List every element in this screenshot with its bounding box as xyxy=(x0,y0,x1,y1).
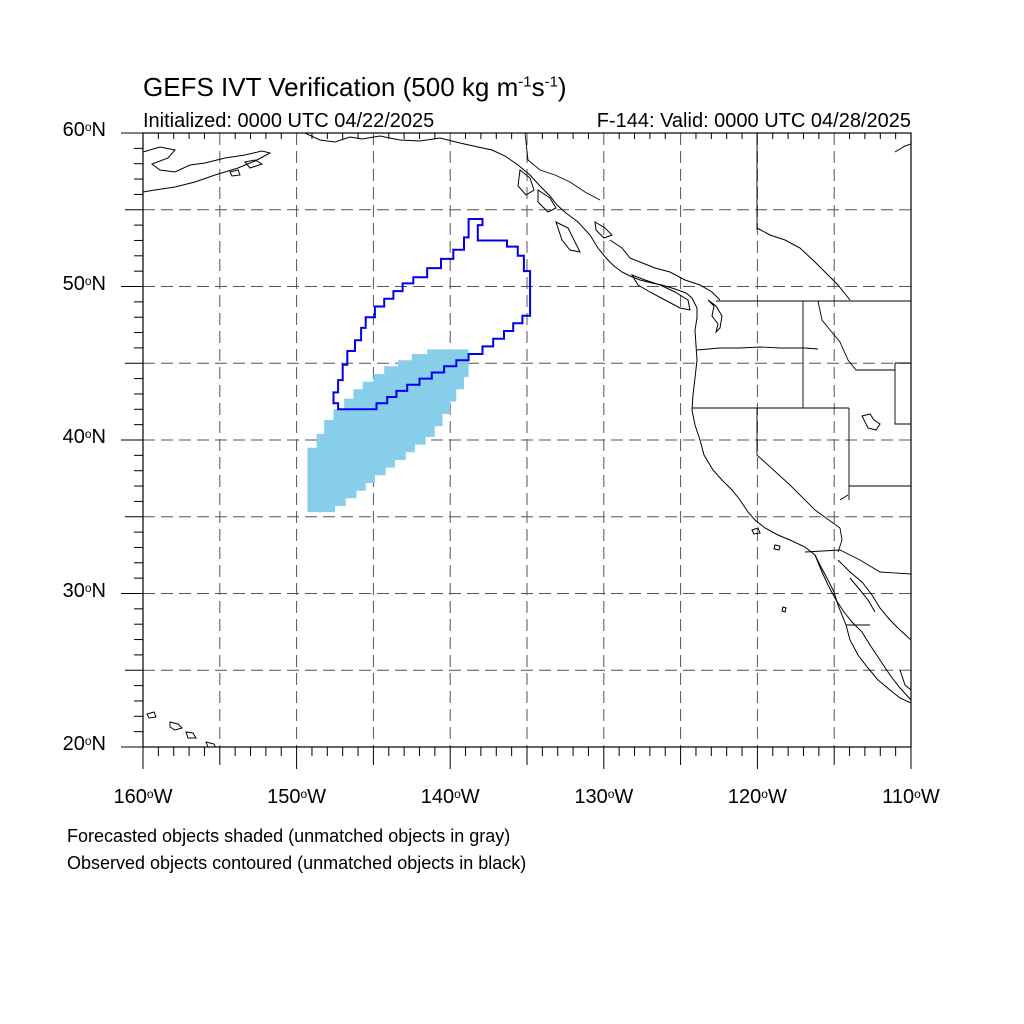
latitude-label: 60oN xyxy=(62,119,106,141)
observed-legend-note: Observed objects contoured (unmatched ob… xyxy=(67,853,527,873)
valid-time-label: F-144: Valid: 0000 UTC 04/28/2025 xyxy=(596,110,911,132)
degree-symbol: o xyxy=(914,787,921,801)
longitude-label: 140oW xyxy=(420,786,480,808)
degree-symbol: o xyxy=(300,787,308,801)
init-time-label: Initialized: 0000 UTC 04/22/2025 xyxy=(143,110,435,132)
axis-ticks xyxy=(121,132,912,769)
longitude-label: 120oW xyxy=(727,786,787,808)
degree-symbol: o xyxy=(761,787,768,801)
longitude-label: 160oW xyxy=(113,786,173,808)
degree-symbol: o xyxy=(84,120,92,134)
degree-symbol: o xyxy=(84,734,92,748)
latitude-label: 20oN xyxy=(62,733,106,755)
degree-symbol: o xyxy=(84,427,92,441)
latitude-label: 30oN xyxy=(62,579,106,602)
degree-symbol: o xyxy=(454,787,461,801)
longitude-label: 130oW xyxy=(574,786,634,808)
forecast-legend-note: Forecasted objects shaded (unmatched obj… xyxy=(67,826,511,846)
coastlines xyxy=(143,133,911,747)
political-borders xyxy=(524,133,911,626)
lat-lon-grid xyxy=(143,133,911,747)
latitude-label: 40oN xyxy=(62,426,106,448)
degree-symbol: o xyxy=(84,273,92,288)
latitude-label: 50oN xyxy=(62,272,106,295)
degree-symbol: o xyxy=(84,580,92,595)
degree-symbol: o xyxy=(607,787,615,801)
observed-object-contour xyxy=(332,218,532,411)
map-title: GEFS IVT Verification (500 kg m-1s-1) xyxy=(143,72,567,102)
longitude-label: 110oW xyxy=(882,786,940,808)
degree-symbol: o xyxy=(146,787,154,801)
forecast-object-shaded xyxy=(307,349,469,513)
longitude-label: 150oW xyxy=(267,786,327,808)
